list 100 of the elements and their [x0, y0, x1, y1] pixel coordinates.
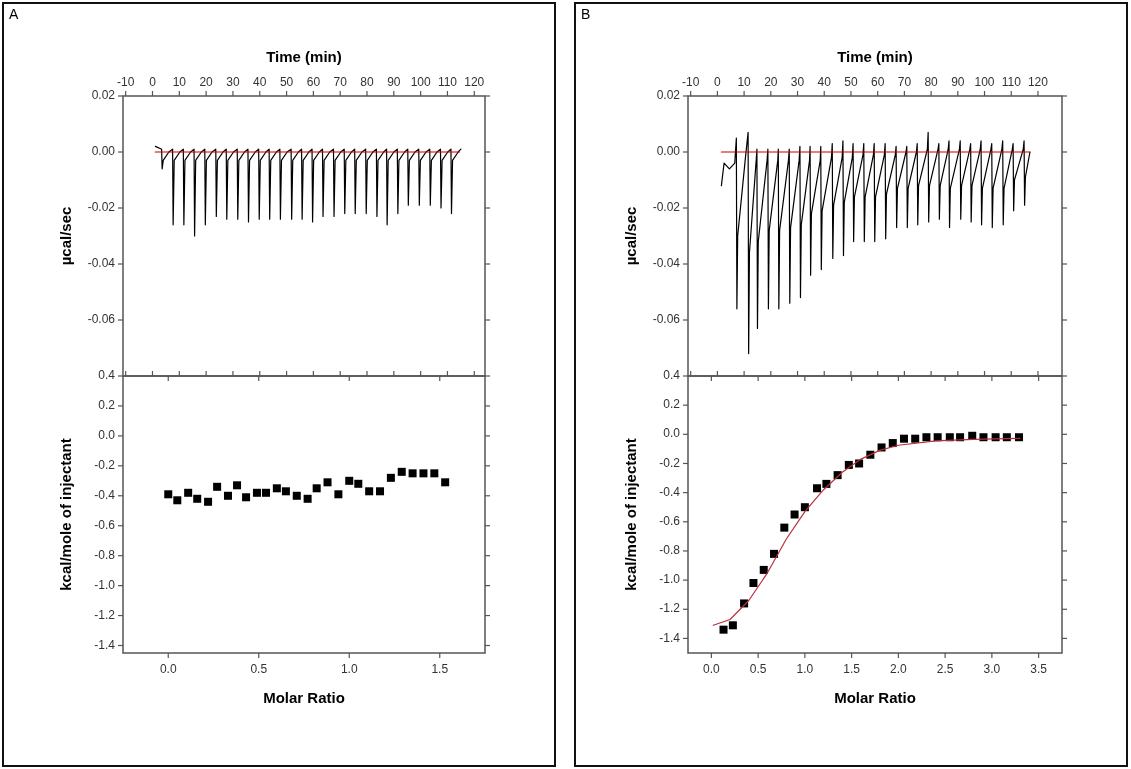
x-axis-title: Time (min) [266, 48, 342, 65]
point [233, 481, 242, 490]
point [261, 488, 270, 497]
x-tick-label: 80 [924, 75, 939, 89]
x-tick-label: 1.5 [843, 662, 861, 676]
y-tick-label: 0.4 [98, 368, 116, 383]
y-tick-label: 0.0 [663, 426, 681, 441]
chart-title: A [9, 6, 19, 22]
x-tick-label: 50 [279, 75, 294, 89]
point [441, 478, 450, 487]
x-tick-label: 70 [897, 75, 912, 89]
x-tick-label: 60 [870, 75, 885, 89]
point [419, 469, 428, 478]
point [213, 482, 222, 491]
x-tick-label: 80 [360, 75, 375, 89]
point [408, 469, 417, 478]
y-tick-label: 0.0 [98, 428, 116, 443]
point [354, 479, 363, 488]
y-axis-title: µcal/sec [622, 206, 639, 266]
x-tick-label: 30 [790, 75, 805, 89]
x-tick-label: 20 [199, 75, 214, 89]
chart-title: B [581, 6, 591, 22]
point [1014, 433, 1023, 442]
point [728, 621, 737, 630]
x-tick-label: 120 [464, 75, 485, 89]
y-tick-label: -0.4 [94, 487, 116, 502]
y-tick-label: -0.2 [659, 455, 681, 470]
x-tick-label: 2.5 [936, 662, 954, 676]
point [430, 469, 439, 478]
point [719, 625, 728, 634]
point [922, 433, 931, 442]
y-tick-label: 0.00 [656, 144, 681, 159]
y-axis-title: kcal/mole of injectant [57, 438, 74, 591]
y-tick-label: 0.2 [663, 397, 681, 412]
x-tick-label: 0.0 [159, 662, 177, 676]
x-tick-label: 10 [737, 75, 752, 89]
y-tick-label: -1.0 [94, 577, 116, 592]
point [334, 490, 343, 499]
y-tick-label: -0.4 [659, 484, 681, 499]
y-tick-label: -1.0 [659, 572, 681, 587]
point [193, 494, 202, 503]
x-tick-label: 100 [410, 75, 431, 89]
x-tick-label: 0.5 [250, 662, 268, 676]
point [303, 494, 312, 503]
point [281, 487, 290, 496]
x-tick-label: -10 [117, 75, 135, 89]
x-tick-label: 100 [974, 75, 995, 89]
y-tick-label: -0.06 [87, 312, 116, 327]
y-tick-label: -0.02 [652, 200, 681, 215]
x-tick-label: 0 [149, 75, 157, 89]
x-tick-label: 90 [387, 75, 401, 89]
y-axis-title: µcal/sec [57, 206, 74, 266]
y-tick-label: -0.02 [87, 200, 116, 215]
x-tick-label: 0 [714, 75, 722, 89]
line-series [720, 131, 1031, 355]
point [223, 491, 232, 500]
y-tick-label: -0.6 [94, 517, 116, 532]
point [749, 579, 758, 588]
point [242, 493, 251, 502]
y-tick-label: -1.2 [94, 607, 116, 622]
point [365, 487, 374, 496]
x-tick-label: 30 [226, 75, 240, 89]
x-tick-label: 40 [817, 75, 832, 89]
y-tick-label: -0.04 [652, 256, 681, 271]
line-series [154, 145, 462, 237]
point [376, 487, 385, 496]
x-tick-label: 0.0 [703, 662, 721, 676]
point [252, 488, 261, 497]
y-tick-label: -0.8 [659, 543, 681, 558]
point [899, 434, 908, 443]
y-tick-label: -0.04 [87, 256, 116, 271]
point [759, 565, 768, 574]
point [164, 490, 173, 499]
y-tick-label: 0.02 [656, 88, 681, 103]
point [386, 473, 395, 482]
y-tick-label: -0.06 [652, 312, 681, 327]
y-tick-label: -1.2 [659, 601, 681, 616]
y-tick-label: 0.4 [663, 368, 681, 383]
point [204, 497, 213, 506]
y-tick-label: 0.02 [91, 88, 116, 103]
x-tick-label: 40 [253, 75, 267, 89]
x-tick-label: 3.0 [983, 662, 1001, 676]
x-axis-title: Molar Ratio [263, 689, 345, 706]
point [790, 510, 799, 519]
y-tick-label: 0.2 [98, 398, 116, 413]
x-tick-label: 70 [333, 75, 348, 89]
x-tick-label: 90 [951, 75, 965, 89]
point [780, 523, 789, 532]
point [397, 467, 406, 476]
x-tick-label: -10 [682, 75, 700, 89]
y-tick-label: -0.2 [94, 458, 116, 473]
point [272, 484, 281, 493]
x-tick-label: 110 [437, 75, 458, 89]
y-axis-title: kcal/mole of injectant [622, 438, 639, 591]
x-axis-title: Time (min) [837, 48, 913, 65]
x-tick-label: 1.5 [431, 662, 449, 676]
x-tick-label: 3.5 [1030, 662, 1048, 676]
point [173, 496, 182, 505]
point [292, 491, 301, 500]
point [345, 476, 354, 485]
